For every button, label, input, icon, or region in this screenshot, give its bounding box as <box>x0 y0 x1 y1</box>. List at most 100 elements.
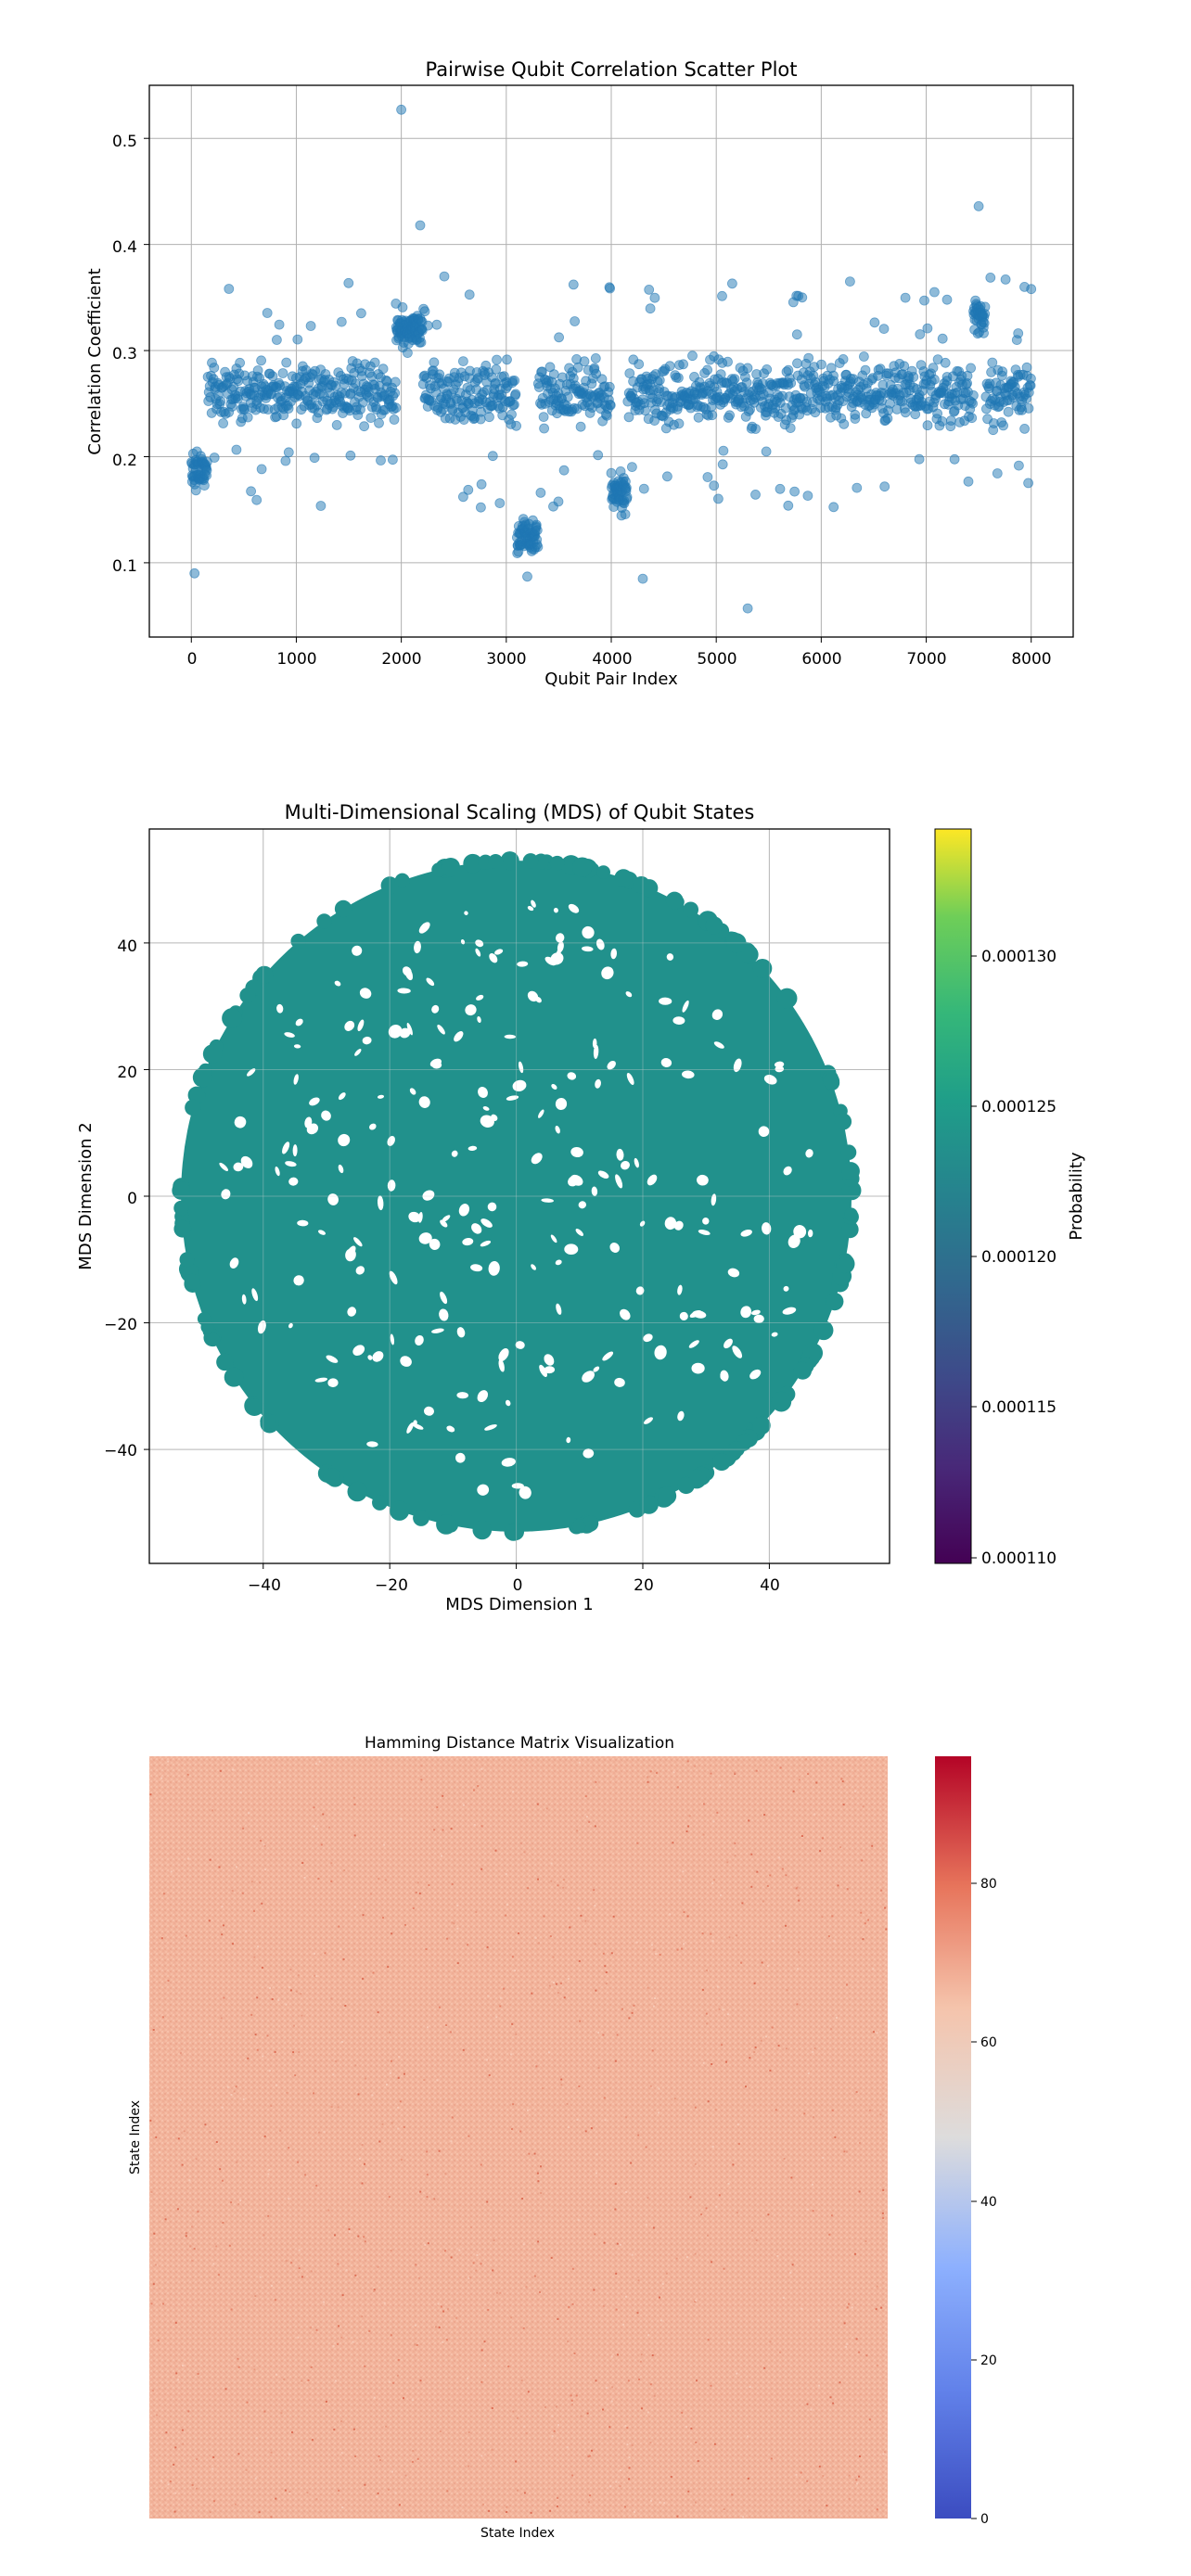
hamming-cell <box>472 2262 475 2264</box>
hamming-cell <box>338 2489 340 2492</box>
hamming-cell <box>716 1811 719 1814</box>
mds-gap <box>234 1116 247 1129</box>
scatter-point <box>762 363 773 375</box>
mds-gap <box>422 1190 435 1201</box>
hamming-cell <box>867 1919 870 1921</box>
hamming-cell <box>858 2351 861 2353</box>
hamming-cell <box>753 2051 756 2053</box>
hamming-cell <box>492 2269 494 2272</box>
mds-gap <box>805 1149 813 1158</box>
hamming-cell <box>712 1820 715 1823</box>
hamming-cell <box>732 2163 735 2166</box>
hamming-cell <box>314 1763 317 1766</box>
hamming-cell <box>152 2283 155 2286</box>
hamming-cell <box>614 2208 617 2211</box>
hamming-cell <box>353 1804 356 1805</box>
mds-gap <box>593 1044 599 1059</box>
mds-ytick: 0 <box>127 1190 137 1208</box>
hamming-cell <box>718 2008 721 2010</box>
hamming-cell <box>626 2427 629 2429</box>
hamming-cell <box>610 1952 613 1955</box>
mds-gap <box>643 1333 653 1343</box>
hamming-cell <box>846 1983 848 1986</box>
scatter-point <box>579 356 590 367</box>
scatter-point <box>256 464 267 475</box>
hamming-cell <box>510 2316 513 2319</box>
hamming-cell <box>626 2443 629 2446</box>
scatter-point <box>572 362 583 373</box>
hamming-cell <box>414 2324 416 2327</box>
mds-x-axis-label: MDS Dimension 1 <box>445 1595 593 1614</box>
scatter-point <box>702 364 712 376</box>
mds-point <box>441 857 461 877</box>
hamming-cell <box>812 2210 814 2213</box>
hamming-cell <box>301 2014 303 2017</box>
scatter-ytick: 0.5 <box>112 133 137 151</box>
scatter-point <box>709 480 720 491</box>
mds-gap <box>477 1390 489 1403</box>
scatter-point <box>859 351 869 362</box>
hamming-cell <box>224 2388 227 2391</box>
hamming-cell <box>545 1807 548 1810</box>
hamming-cell <box>425 1948 428 1950</box>
mds-gap <box>247 1068 256 1077</box>
hamming-cell <box>426 2196 429 2199</box>
hamming-cell <box>223 1996 225 1999</box>
mds-gap <box>518 1061 524 1074</box>
scatter-point <box>476 478 487 490</box>
scatter-point <box>369 357 380 368</box>
hamming-cell <box>721 2044 724 2047</box>
hamming-cell <box>702 2061 705 2064</box>
hamming-cell <box>442 1829 444 1831</box>
hamming-cell <box>828 2233 831 2236</box>
hamming-cell <box>277 1998 280 2001</box>
mds-axes-frame <box>148 828 890 1564</box>
hamming-cell <box>512 2410 515 2413</box>
hamming-cell <box>179 2052 182 2055</box>
hamming-cell <box>653 2394 656 2397</box>
scatter-xtick: 4000 <box>592 650 632 669</box>
hamming-cell <box>861 1859 864 1862</box>
hamming-cell <box>544 2405 546 2408</box>
scatter-point <box>209 453 220 463</box>
hamming-cell <box>270 2451 273 2454</box>
hamming-cell <box>344 2005 347 2007</box>
mds-point <box>840 1144 857 1160</box>
hamming-cell <box>882 2188 885 2191</box>
scatter-point <box>717 290 727 301</box>
mds-gap <box>591 1186 598 1196</box>
hamming-cell <box>388 2488 390 2491</box>
scatter-point <box>869 317 880 328</box>
mds-gap <box>293 1044 301 1049</box>
scatter-point <box>979 317 990 328</box>
hamming-cell <box>577 2219 580 2222</box>
mds-gap <box>344 1020 355 1031</box>
hamming-cell <box>451 2116 454 2119</box>
hamming-cell <box>233 2090 236 2093</box>
hamming-cell <box>876 2508 878 2511</box>
hamming-cell <box>647 2197 649 2200</box>
mds-gap <box>763 1075 777 1085</box>
hamming-cell <box>164 2218 167 2221</box>
scatter-axes-frame <box>148 84 1074 638</box>
hamming-cell <box>185 1934 187 1937</box>
mds-gap <box>749 1369 762 1380</box>
hamming-cell <box>433 2198 436 2200</box>
scatter-point <box>271 335 282 345</box>
hamming-cell <box>647 1776 649 1779</box>
mds-gap <box>285 1161 297 1167</box>
hamming-cell <box>237 2357 239 2360</box>
hamming-cell <box>792 1790 795 1792</box>
scatter-xtick: 5000 <box>697 650 736 669</box>
hamming-cell <box>511 1956 514 1958</box>
hamming-cell <box>258 2511 261 2514</box>
hamming-cell <box>289 1989 292 1992</box>
mds-gap <box>512 1079 527 1092</box>
hamming-cell <box>711 1940 714 1943</box>
hamming-cell <box>737 2143 740 2145</box>
scatter-point <box>277 368 288 378</box>
mds-gap <box>454 1031 464 1042</box>
mds-gap <box>758 1126 770 1137</box>
hamming-cell <box>649 1770 652 1773</box>
mds-gap <box>711 1009 724 1020</box>
